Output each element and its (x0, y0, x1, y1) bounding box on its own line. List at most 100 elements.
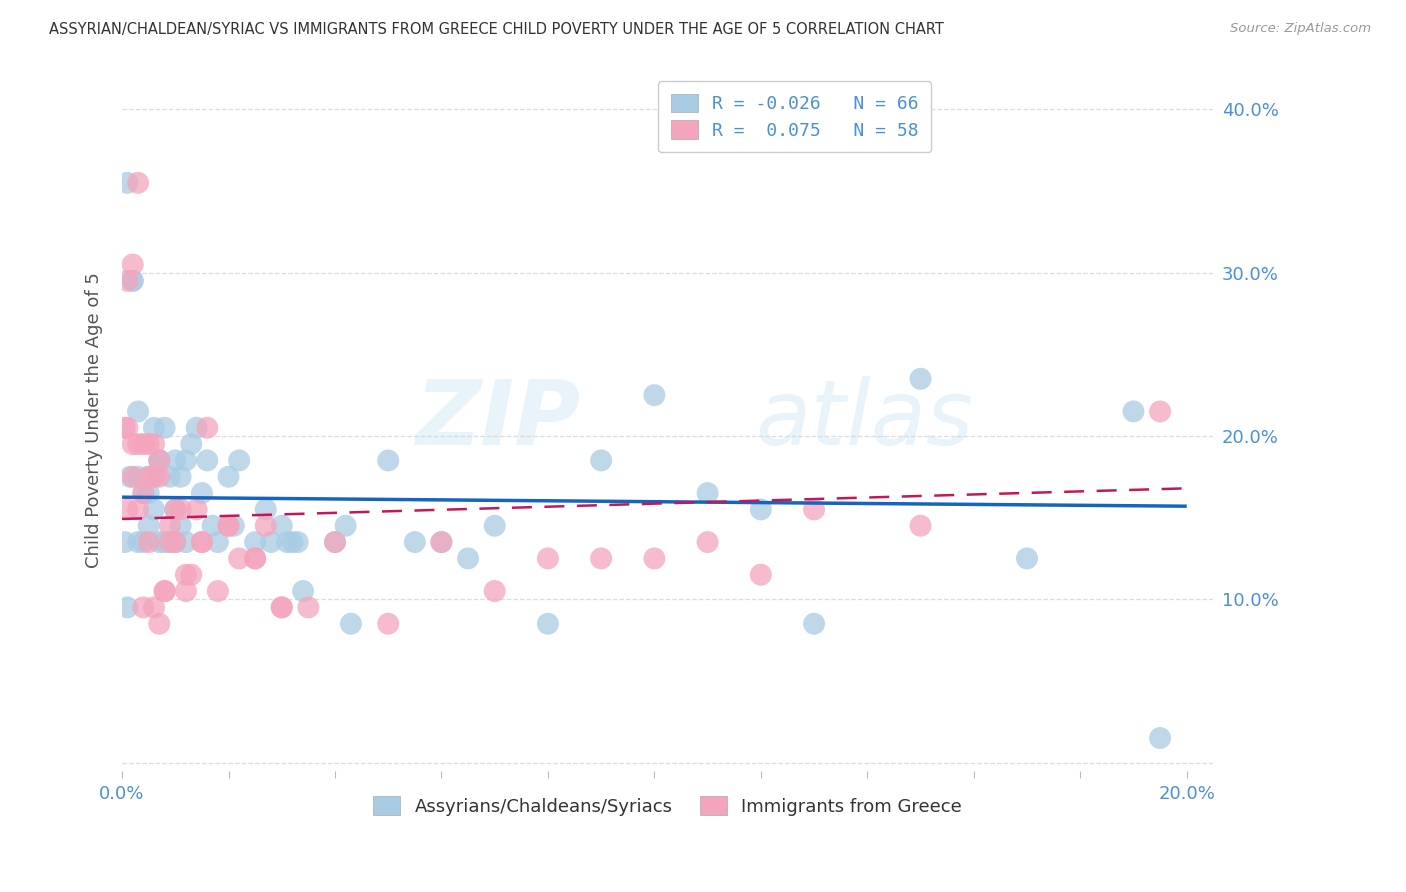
Point (749, 502, 772, 516)
Point (218, 518, 240, 533)
Point (121, 469, 143, 483)
Point (297, 600, 319, 615)
Point (174, 567, 197, 582)
Point (323, 535, 346, 549)
Point (377, 616, 399, 631)
Point (243, 535, 266, 549)
Point (165, 502, 187, 516)
Point (643, 388, 665, 402)
Point (1015, 551, 1038, 566)
Point (174, 584, 197, 599)
Point (148, 453, 170, 467)
Point (148, 453, 170, 467)
Point (132, 486, 155, 500)
Point (153, 421, 176, 435)
Point (143, 502, 166, 516)
Point (207, 535, 229, 549)
Point (127, 437, 149, 451)
Point (132, 437, 155, 451)
Point (148, 616, 170, 631)
Point (457, 551, 479, 566)
Point (138, 535, 160, 549)
Point (696, 535, 718, 549)
Point (138, 469, 160, 483)
Text: ASSYRIAN/CHALDEAN/SYRIAC VS IMMIGRANTS FROM GREECE CHILD POVERTY UNDER THE AGE O: ASSYRIAN/CHALDEAN/SYRIAC VS IMMIGRANTS F… (49, 22, 943, 37)
Point (143, 600, 166, 615)
Point (191, 486, 214, 500)
Point (1149, 404, 1171, 418)
Point (430, 535, 453, 549)
Text: ZIP: ZIP (415, 376, 581, 464)
Point (117, 600, 139, 615)
Point (340, 616, 363, 631)
Point (165, 535, 187, 549)
Text: Source: ZipAtlas.com: Source: ZipAtlas.com (1230, 22, 1371, 36)
Point (143, 469, 166, 483)
Point (118, 469, 141, 483)
Point (270, 600, 292, 615)
Point (191, 535, 214, 549)
Point (292, 584, 315, 599)
Point (138, 486, 160, 500)
Point (218, 518, 240, 533)
Y-axis label: Child Poverty Under the Age of 5: Child Poverty Under the Age of 5 (86, 272, 103, 567)
Point (222, 518, 245, 533)
Point (148, 453, 170, 467)
Point (484, 584, 506, 599)
Point (195, 453, 218, 467)
Point (169, 518, 191, 533)
Point (803, 616, 825, 631)
Point (228, 551, 250, 566)
Point (132, 600, 155, 615)
Point (323, 535, 346, 549)
Point (404, 535, 426, 549)
Point (153, 584, 176, 599)
Point (281, 535, 304, 549)
Point (114, 421, 136, 435)
Point (117, 502, 139, 516)
Point (484, 518, 506, 533)
Point (910, 518, 932, 533)
Point (165, 502, 187, 516)
Point (186, 421, 208, 435)
Point (186, 502, 208, 516)
Point (228, 453, 250, 467)
Point (127, 535, 149, 549)
Point (132, 486, 155, 500)
Point (195, 421, 218, 435)
Point (254, 518, 277, 533)
Point (159, 518, 181, 533)
Point (159, 535, 181, 549)
Legend: Assyrians/Chaldeans/Syriacs, Immigrants from Greece: Assyrians/Chaldeans/Syriacs, Immigrants … (364, 788, 972, 825)
Point (537, 616, 560, 631)
Point (430, 535, 453, 549)
Point (153, 584, 176, 599)
Point (696, 486, 718, 500)
Point (143, 469, 166, 483)
Point (165, 535, 187, 549)
Point (121, 437, 143, 451)
Point (138, 437, 160, 451)
Point (117, 176, 139, 190)
Point (138, 518, 160, 533)
Point (180, 437, 202, 451)
Point (643, 551, 665, 566)
Point (377, 453, 399, 467)
Point (143, 421, 166, 435)
Point (243, 551, 266, 566)
Point (591, 551, 613, 566)
Point (127, 176, 149, 190)
Point (117, 421, 139, 435)
Point (121, 274, 143, 288)
Point (207, 584, 229, 599)
Point (165, 453, 187, 467)
Point (138, 469, 160, 483)
Point (159, 535, 181, 549)
Point (537, 551, 560, 566)
Point (148, 469, 170, 483)
Point (910, 372, 932, 386)
Point (803, 502, 825, 516)
Point (169, 469, 191, 483)
Point (1122, 404, 1144, 418)
Point (169, 502, 191, 516)
